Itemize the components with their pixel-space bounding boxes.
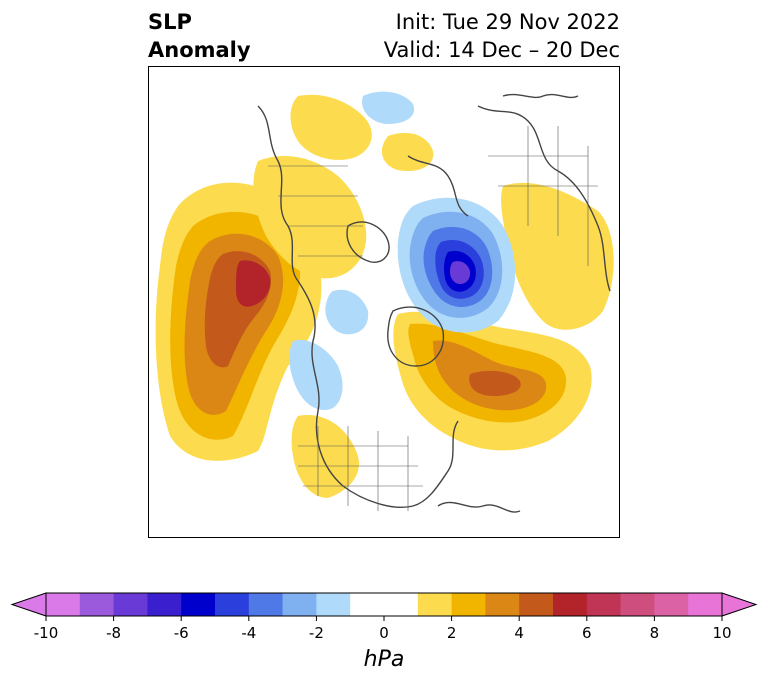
colorbar-segment	[46, 593, 81, 616]
colorbar-segment	[485, 593, 520, 616]
colorbar-segment	[451, 593, 486, 616]
colorbar-segment	[215, 593, 250, 616]
pacific-anomaly-6	[236, 260, 271, 307]
run-info: Init: Tue 29 Nov 2022 Valid: 14 Dec – 20…	[384, 8, 620, 64]
colorbar-segment	[417, 593, 453, 616]
colorbar-segment	[654, 593, 689, 616]
colorbar-tick-label: 0	[379, 624, 389, 642]
init-time: Init: Tue 29 Nov 2022	[395, 10, 620, 34]
map-title: SLP Anomaly	[148, 8, 251, 64]
colorbar-segments	[10, 592, 758, 617]
colorbar-segment	[79, 593, 115, 616]
colorbar: -10 -8 -6 -4 -2 0 2 4 6 8 10 hPa	[10, 592, 758, 672]
colorbar-segment	[553, 593, 588, 616]
arctic-north-anomaly	[290, 94, 372, 161]
colorbar-segment	[248, 593, 284, 616]
colorbar-segment	[147, 593, 182, 616]
title-line-2: Anomaly	[148, 38, 251, 62]
colorbar-unit: hPa	[364, 647, 405, 672]
colorbar-tick-label: 2	[447, 624, 457, 642]
colorbar-under-arrow	[10, 592, 47, 617]
colorbar-tick-label: 6	[582, 624, 592, 642]
colorbar-tick-label: -4	[241, 624, 256, 642]
anomaly-map	[148, 66, 620, 538]
colorbar-tick-label: -8	[106, 624, 121, 642]
colorbar-tick-label: -10	[34, 624, 59, 642]
colorbar-segment	[620, 593, 655, 616]
colorbar-segment	[586, 593, 622, 616]
eurasia-neg-anomaly	[362, 91, 415, 124]
arctic-neg-anomaly	[325, 289, 369, 335]
siberia-anomaly	[501, 182, 614, 330]
colorbar-segment	[688, 593, 723, 616]
colorbar-ticks: -10 -8 -6 -4 -2 0 2 4 6 8 10	[34, 616, 732, 642]
colorbar-tick-label: -6	[174, 624, 189, 642]
borders	[268, 126, 598, 511]
colorbar-tick-label: 10	[712, 624, 731, 642]
west-us-anomaly	[291, 415, 359, 498]
canada-neg-anomaly	[289, 339, 343, 411]
colorbar-segment	[181, 593, 216, 616]
colorbar-tick-label: -2	[309, 624, 324, 642]
colorbar-tick-label: 8	[650, 624, 660, 642]
colorbar-segment	[350, 593, 419, 616]
colorbar-segment	[282, 593, 317, 616]
colorbar-tick-label: 4	[514, 624, 524, 642]
title-line-1: SLP	[148, 10, 192, 34]
valid-time: Valid: 14 Dec – 20 Dec	[383, 38, 620, 62]
scandi-anomaly-neg6	[450, 261, 471, 284]
colorbar-over-arrow	[721, 592, 758, 617]
atlantic-anomaly-5	[469, 370, 521, 396]
colorbar-segment	[519, 593, 554, 616]
colorbar-segment	[316, 593, 351, 616]
colorbar-segment	[113, 593, 148, 616]
